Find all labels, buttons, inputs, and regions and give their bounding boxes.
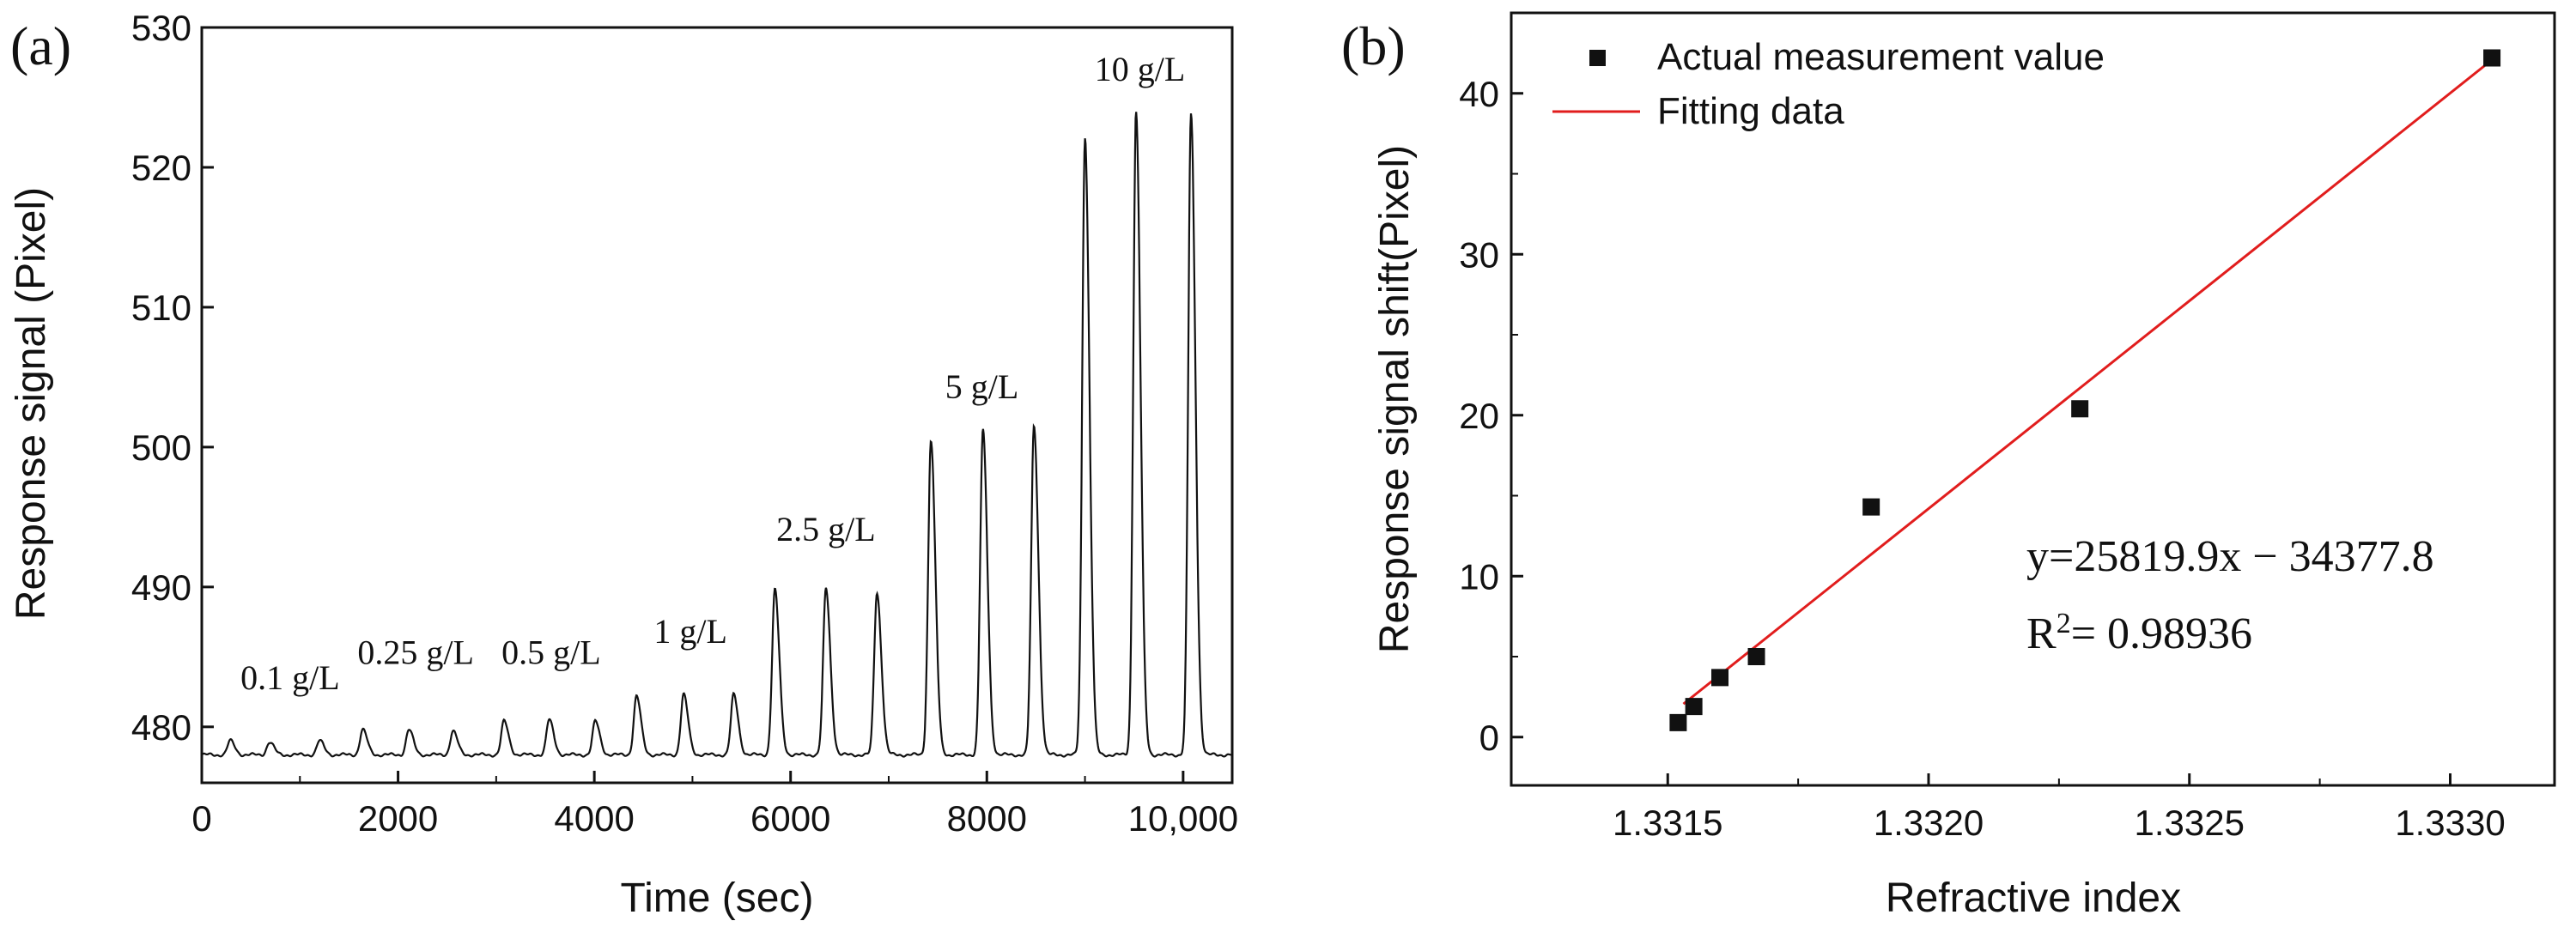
panel-a-chart: (a) 0 2000 4000 6000 8000 10,000 480 490 500 510 5… bbox=[9, 8, 1238, 921]
r-squared: R2= 0.98936 bbox=[2026, 608, 2252, 658]
panel-a-ytick-label: 510 bbox=[131, 288, 191, 328]
data-point bbox=[2483, 49, 2501, 67]
panel-a-ytick-label: 520 bbox=[131, 148, 191, 188]
panel-b-plot-frame bbox=[1510, 11, 2556, 787]
panel-b-ytick-label: 10 bbox=[1459, 556, 1499, 597]
panel-a-annotation: 0.5 g/L bbox=[501, 633, 601, 671]
panel-a-ytick-label: 530 bbox=[131, 8, 191, 48]
panel-b-xtick-label: 1.3325 bbox=[2135, 803, 2245, 843]
panel-a-annotation: 1 g/L bbox=[653, 612, 727, 651]
panel-b-label: (b) bbox=[1341, 15, 1406, 76]
panel-a-annotation: 0.25 g/L bbox=[357, 633, 474, 671]
panel-a-xtick-label: 2000 bbox=[358, 798, 438, 839]
data-point bbox=[1862, 498, 1880, 516]
data-point bbox=[2071, 400, 2089, 418]
panel-a-annotation: 5 g/L bbox=[945, 367, 1019, 406]
panel-b-ytick-label: 40 bbox=[1459, 74, 1499, 114]
panel-b-xlabel: Refractive index bbox=[1886, 876, 2181, 921]
panel-a-xtick-label: 10,000 bbox=[1128, 798, 1238, 839]
panel-a-xlabel: Time (sec) bbox=[621, 876, 814, 921]
panel-b-xtick-label: 1.3315 bbox=[1613, 803, 1722, 843]
panel-b-ylabel: Response signal shift(Pixel) bbox=[1372, 145, 1418, 653]
panel-b-ytick-label: 20 bbox=[1459, 396, 1499, 436]
r-squared-superscript: 2 bbox=[2057, 608, 2071, 639]
panel-a-xtick-label: 4000 bbox=[554, 798, 634, 839]
panel-a-annotation: 2.5 g/L bbox=[776, 510, 876, 548]
legend-label-actual: Actual measurement value bbox=[1657, 36, 2105, 78]
r-squared-value: = 0.98936 bbox=[2071, 609, 2252, 658]
panel-a-ytick-label: 490 bbox=[131, 567, 191, 608]
panel-a-annotation: 0.1 g/L bbox=[240, 658, 340, 697]
legend-label-fitting: Fitting data bbox=[1657, 90, 1844, 132]
panel-b-xtick-label: 1.3320 bbox=[1874, 803, 1984, 843]
panel-a-signal-line bbox=[201, 112, 1233, 758]
data-point bbox=[1669, 713, 1687, 731]
panel-a-ytick-label: 480 bbox=[131, 707, 191, 748]
data-point bbox=[1685, 698, 1703, 716]
fit-equation: y=25819.9x − 34377.8 bbox=[2026, 532, 2434, 581]
legend-marker-actual bbox=[1589, 50, 1606, 66]
panel-a-annotation: 10 g/L bbox=[1095, 50, 1186, 88]
panel-a-ytick-label: 500 bbox=[131, 427, 191, 468]
panel-a-ylabel: Response signal (Pixel) bbox=[9, 187, 54, 620]
panel-a-xtick-label: 6000 bbox=[750, 798, 830, 839]
panel-a-plot-frame bbox=[200, 26, 1234, 785]
panel-a-xtick-label: 0 bbox=[191, 798, 211, 839]
panel-b-ytick-label: 30 bbox=[1459, 234, 1499, 275]
panel-a-xtick-label: 8000 bbox=[947, 798, 1027, 839]
r-squared-prefix: R bbox=[2026, 609, 2057, 658]
panel-b-chart: (b) 1.3315 1.3320 1.3325 1.3330 0 10 20 30 40 Ac… bbox=[1341, 11, 2556, 921]
data-point bbox=[1747, 648, 1765, 665]
panel-a-label: (a) bbox=[10, 15, 71, 76]
data-point bbox=[1711, 669, 1728, 687]
panel-b-xtick-label: 1.3330 bbox=[2395, 803, 2505, 843]
fitting-line bbox=[1682, 58, 2494, 706]
panel-b-ytick-label: 0 bbox=[1479, 718, 1499, 758]
